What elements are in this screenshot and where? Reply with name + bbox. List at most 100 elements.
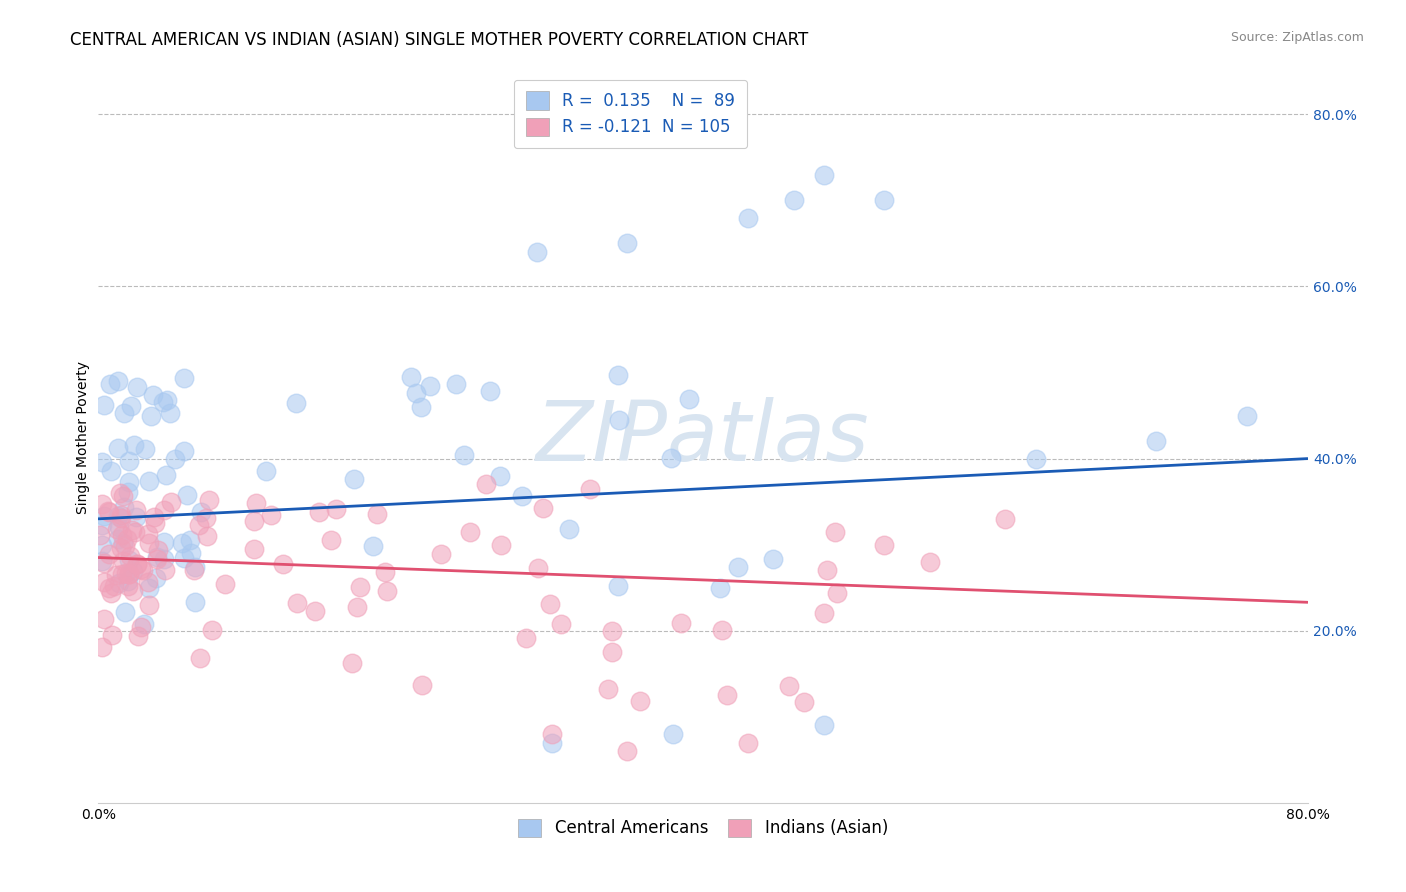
Point bbox=[138, 536, 160, 550]
Point bbox=[121, 523, 143, 537]
Point bbox=[103, 579, 125, 593]
Point bbox=[176, 488, 198, 502]
Point bbox=[91, 538, 114, 552]
Point bbox=[716, 689, 738, 703]
Point bbox=[271, 557, 294, 571]
Point bbox=[114, 539, 136, 553]
Point bbox=[136, 575, 159, 590]
Point bbox=[190, 505, 212, 519]
Point bbox=[145, 550, 167, 565]
Point bbox=[93, 508, 115, 523]
Point bbox=[111, 554, 134, 568]
Point bbox=[616, 744, 638, 758]
Point bbox=[108, 486, 131, 500]
Point bbox=[540, 727, 562, 741]
Point bbox=[710, 623, 733, 637]
Point bbox=[110, 541, 132, 556]
Point bbox=[399, 370, 422, 384]
Point bbox=[419, 379, 441, 393]
Point bbox=[515, 631, 537, 645]
Point bbox=[453, 448, 475, 462]
Point bbox=[159, 494, 181, 508]
Text: CENTRAL AMERICAN VS INDIAN (ASIAN) SINGLE MOTHER POVERTY CORRELATION CHART: CENTRAL AMERICAN VS INDIAN (ASIAN) SINGL… bbox=[70, 31, 808, 49]
Point bbox=[538, 597, 561, 611]
Point bbox=[97, 504, 120, 518]
Point bbox=[375, 583, 398, 598]
Point bbox=[489, 538, 512, 552]
Point bbox=[145, 570, 167, 584]
Point bbox=[550, 617, 572, 632]
Point bbox=[600, 624, 623, 638]
Point bbox=[214, 577, 236, 591]
Point bbox=[349, 580, 371, 594]
Point bbox=[136, 527, 159, 541]
Text: Source: ZipAtlas.com: Source: ZipAtlas.com bbox=[1230, 31, 1364, 45]
Point bbox=[409, 400, 432, 414]
Point bbox=[132, 616, 155, 631]
Point bbox=[153, 535, 176, 549]
Point bbox=[918, 555, 941, 569]
Legend: Central Americans, Indians (Asian): Central Americans, Indians (Asian) bbox=[509, 810, 897, 846]
Point bbox=[762, 552, 785, 566]
Point bbox=[112, 536, 135, 550]
Point bbox=[155, 392, 177, 407]
Point bbox=[173, 551, 195, 566]
Point bbox=[242, 541, 264, 556]
Point bbox=[90, 640, 112, 655]
Point bbox=[129, 620, 152, 634]
Point bbox=[89, 528, 111, 542]
Point bbox=[93, 574, 115, 589]
Point bbox=[118, 454, 141, 468]
Point bbox=[100, 465, 122, 479]
Point bbox=[254, 464, 277, 478]
Point bbox=[606, 368, 628, 382]
Point bbox=[343, 472, 366, 486]
Point bbox=[783, 194, 806, 208]
Point bbox=[143, 510, 166, 524]
Point bbox=[1024, 451, 1046, 466]
Point bbox=[366, 507, 388, 521]
Point bbox=[531, 500, 554, 515]
Point bbox=[778, 679, 800, 693]
Point bbox=[148, 543, 170, 558]
Point bbox=[671, 615, 693, 630]
Point bbox=[173, 443, 195, 458]
Point bbox=[285, 597, 308, 611]
Point bbox=[153, 502, 176, 516]
Point bbox=[91, 554, 114, 568]
Point bbox=[188, 650, 211, 665]
Point bbox=[188, 518, 211, 533]
Point bbox=[195, 529, 218, 543]
Point bbox=[198, 493, 221, 508]
Point bbox=[430, 547, 453, 561]
Point bbox=[112, 490, 135, 504]
Point bbox=[446, 377, 468, 392]
Point bbox=[558, 522, 581, 536]
Point bbox=[107, 509, 129, 524]
Point bbox=[112, 406, 135, 420]
Point bbox=[143, 516, 166, 530]
Point bbox=[346, 600, 368, 615]
Point bbox=[93, 557, 115, 571]
Point bbox=[374, 566, 396, 580]
Point bbox=[600, 645, 623, 659]
Point bbox=[183, 560, 205, 574]
Point bbox=[127, 557, 149, 571]
Point bbox=[737, 735, 759, 749]
Point bbox=[124, 524, 146, 539]
Point bbox=[153, 563, 176, 577]
Point bbox=[308, 504, 330, 518]
Point bbox=[172, 536, 194, 550]
Point bbox=[129, 561, 152, 575]
Point bbox=[173, 371, 195, 385]
Point bbox=[100, 586, 122, 600]
Point bbox=[110, 511, 132, 525]
Text: ZIPatlas: ZIPatlas bbox=[536, 397, 870, 477]
Point bbox=[245, 496, 267, 510]
Point bbox=[596, 682, 619, 697]
Point bbox=[793, 695, 815, 709]
Point bbox=[117, 579, 139, 593]
Point bbox=[825, 586, 848, 600]
Point bbox=[110, 508, 132, 522]
Point bbox=[138, 475, 160, 489]
